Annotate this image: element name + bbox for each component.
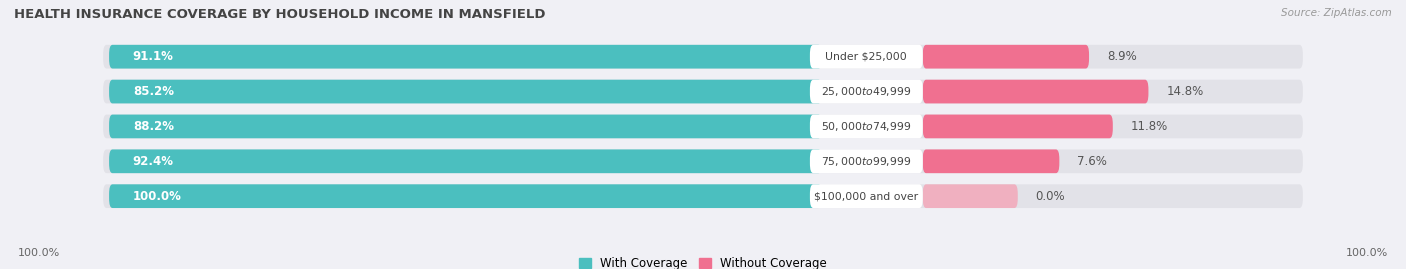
FancyBboxPatch shape xyxy=(810,184,922,208)
Text: $75,000 to $99,999: $75,000 to $99,999 xyxy=(821,155,911,168)
FancyBboxPatch shape xyxy=(810,45,922,69)
FancyBboxPatch shape xyxy=(810,80,922,103)
Text: $25,000 to $49,999: $25,000 to $49,999 xyxy=(821,85,911,98)
FancyBboxPatch shape xyxy=(103,80,1303,103)
Text: 14.8%: 14.8% xyxy=(1166,85,1204,98)
Text: 0.0%: 0.0% xyxy=(1036,190,1066,203)
Text: 100.0%: 100.0% xyxy=(1346,248,1388,258)
Text: HEALTH INSURANCE COVERAGE BY HOUSEHOLD INCOME IN MANSFIELD: HEALTH INSURANCE COVERAGE BY HOUSEHOLD I… xyxy=(14,8,546,21)
FancyBboxPatch shape xyxy=(103,150,1303,173)
Legend: With Coverage, Without Coverage: With Coverage, Without Coverage xyxy=(574,253,832,269)
Text: $100,000 and over: $100,000 and over xyxy=(814,191,918,201)
FancyBboxPatch shape xyxy=(110,80,821,103)
FancyBboxPatch shape xyxy=(922,184,1018,208)
FancyBboxPatch shape xyxy=(110,45,821,69)
FancyBboxPatch shape xyxy=(922,80,1149,103)
Text: 92.4%: 92.4% xyxy=(132,155,174,168)
FancyBboxPatch shape xyxy=(103,45,1303,69)
Text: 91.1%: 91.1% xyxy=(132,50,174,63)
FancyBboxPatch shape xyxy=(810,115,922,138)
Text: $50,000 to $74,999: $50,000 to $74,999 xyxy=(821,120,911,133)
FancyBboxPatch shape xyxy=(810,150,922,173)
FancyBboxPatch shape xyxy=(110,150,821,173)
Text: 8.9%: 8.9% xyxy=(1107,50,1136,63)
FancyBboxPatch shape xyxy=(922,115,1112,138)
Text: Under $25,000: Under $25,000 xyxy=(825,52,907,62)
Text: 85.2%: 85.2% xyxy=(132,85,174,98)
FancyBboxPatch shape xyxy=(922,150,1059,173)
Text: 100.0%: 100.0% xyxy=(18,248,60,258)
Text: 88.2%: 88.2% xyxy=(132,120,174,133)
FancyBboxPatch shape xyxy=(922,45,1090,69)
FancyBboxPatch shape xyxy=(103,115,1303,138)
Text: Source: ZipAtlas.com: Source: ZipAtlas.com xyxy=(1281,8,1392,18)
Text: 11.8%: 11.8% xyxy=(1130,120,1168,133)
FancyBboxPatch shape xyxy=(103,184,1303,208)
FancyBboxPatch shape xyxy=(110,184,821,208)
Text: 7.6%: 7.6% xyxy=(1077,155,1107,168)
FancyBboxPatch shape xyxy=(110,115,821,138)
Text: 100.0%: 100.0% xyxy=(132,190,181,203)
